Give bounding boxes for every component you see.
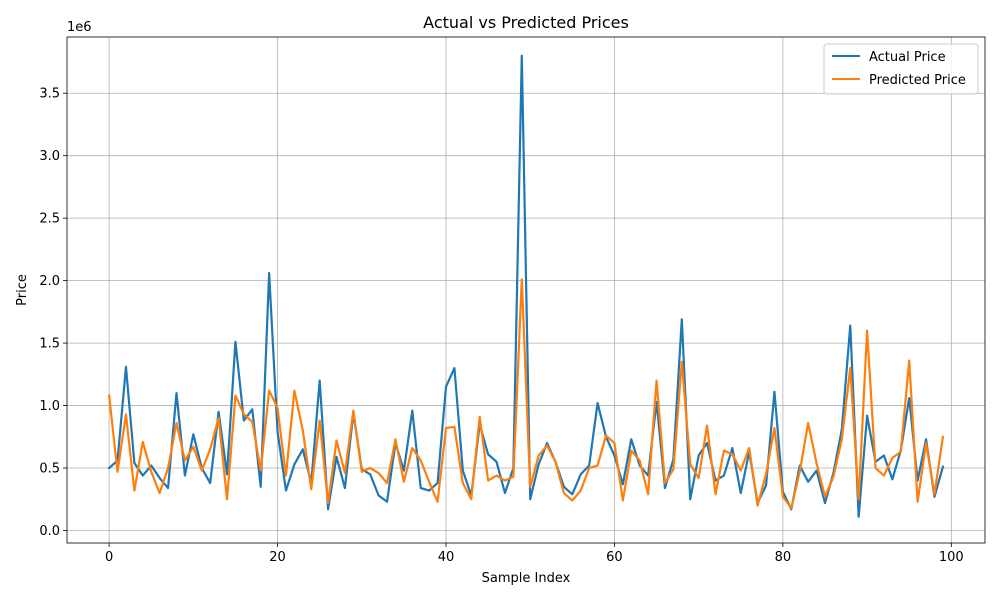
plot-frame: [66, 36, 986, 544]
x-tick-label: 20: [269, 550, 286, 565]
y-tick-label: 1.5: [39, 337, 60, 352]
legend-label-predicted-price: Predicted Price: [869, 73, 966, 88]
y-tick-label: 0.0: [39, 524, 60, 539]
chart-title: Actual vs Predicted Prices: [423, 13, 629, 32]
x-tick-label: 0: [105, 550, 113, 565]
legend-label-actual-price: Actual Price: [869, 50, 946, 65]
y-axis-label: Price: [15, 274, 30, 306]
series-line-actual-price: [107, 54, 945, 518]
y-tick-label: 1.0: [39, 399, 60, 414]
y-tick-label: 0.5: [39, 462, 60, 477]
axis-ticks: 0 20 40 60 80 100 0.0 0.5 1.0 1.5 2.0 2.5 3.0 3.5: [39, 87, 963, 565]
y-tick-label: 3.0: [39, 149, 60, 164]
x-tick-label: 40: [438, 550, 455, 565]
y-tick-label: 2.0: [39, 274, 60, 289]
x-tick-label: 80: [775, 550, 792, 565]
y-tick-label: 2.5: [39, 212, 60, 227]
legend-box: [823, 43, 979, 95]
x-tick-label: 100: [939, 550, 964, 565]
x-axis-label: Sample Index: [482, 571, 571, 586]
series-line-predicted-price: [107, 278, 945, 510]
y-scale-offset-label: 1e6: [67, 20, 92, 35]
series-group: [107, 54, 945, 518]
x-tick-label: 60: [606, 550, 623, 565]
legend: Actual Price Predicted Price: [823, 43, 979, 95]
y-tick-label: 3.5: [39, 87, 60, 102]
